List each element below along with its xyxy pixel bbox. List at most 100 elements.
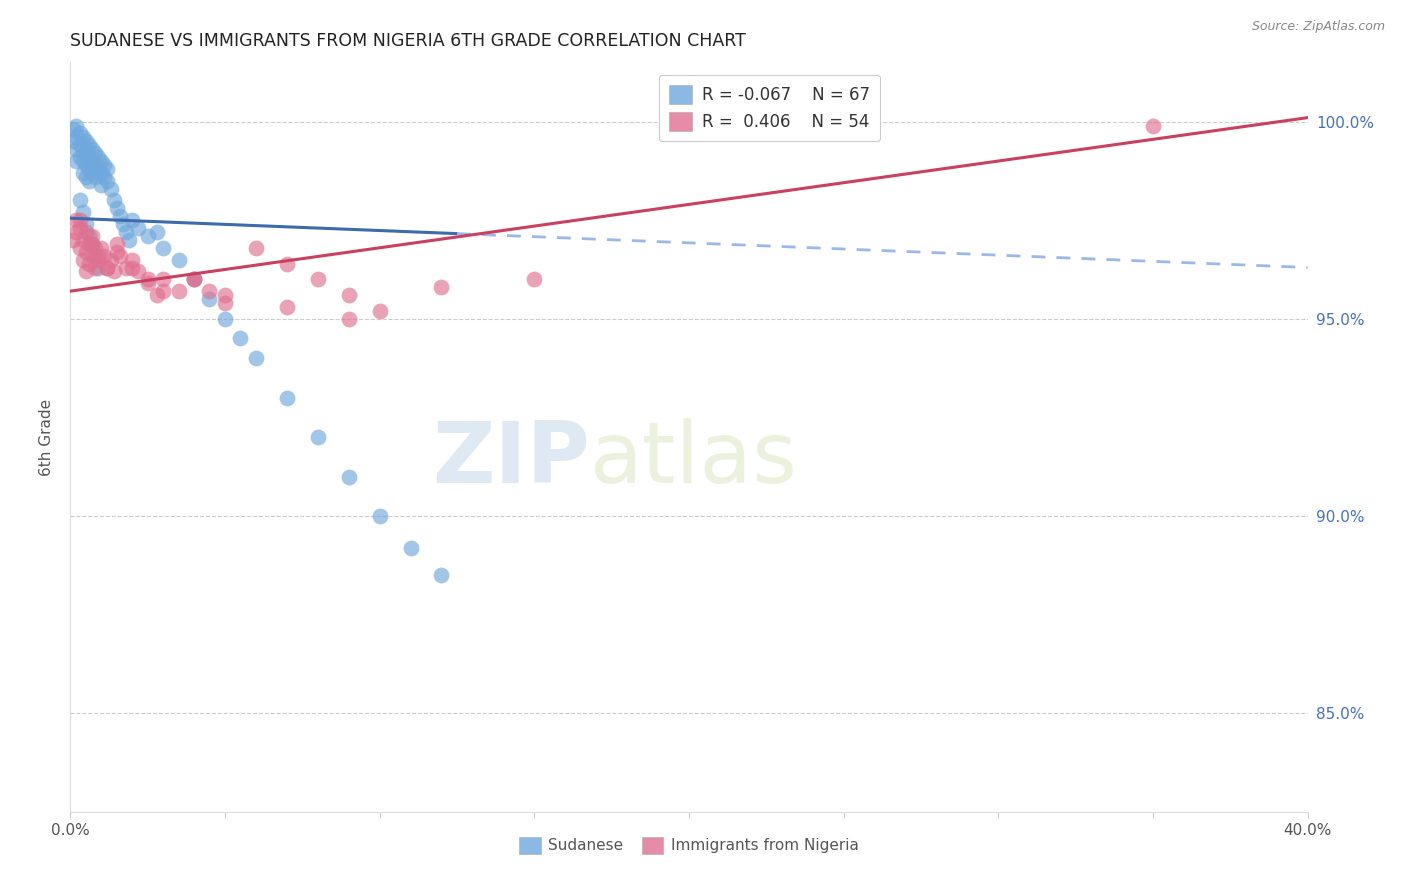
Point (121, 213, 143, 227)
Point (90, 178, 112, 192)
Point (69, 194, 91, 208)
Point (96, 260, 118, 275)
Point (276, 300, 298, 314)
Point (152, 272, 174, 286)
Point (115, 260, 138, 275)
Point (105, 202, 128, 216)
Point (75, 264, 97, 278)
Text: ZIP: ZIP (432, 418, 591, 501)
Point (121, 252, 143, 267)
Y-axis label: 6th Grade: 6th Grade (39, 399, 55, 475)
Point (80, 236, 103, 251)
Point (198, 284, 221, 298)
Point (96, 161, 118, 176)
Point (399, 541, 422, 555)
Point (69, 241, 91, 255)
Point (84, 146, 107, 161)
Point (105, 244, 128, 259)
Point (136, 229, 159, 244)
Point (75, 217, 97, 231)
Point (87, 260, 110, 275)
Point (90, 154, 112, 169)
Point (77, 161, 100, 176)
Text: atlas: atlas (591, 418, 799, 501)
Point (72, 166, 94, 180)
Point (121, 260, 143, 275)
Point (65, 142, 87, 156)
Point (167, 284, 190, 298)
Point (307, 272, 329, 286)
Point (307, 430, 329, 444)
Point (214, 311, 236, 326)
Point (62, 233, 84, 247)
Point (90, 166, 112, 180)
Point (214, 296, 236, 310)
Point (337, 311, 360, 326)
Point (183, 272, 205, 286)
Point (75, 169, 97, 184)
Point (146, 225, 169, 239)
Point (77, 229, 100, 244)
Point (103, 264, 125, 278)
Point (229, 331, 252, 345)
Point (72, 142, 94, 156)
Point (77, 236, 100, 251)
Point (75, 158, 97, 172)
Point (108, 209, 131, 223)
Point (69, 150, 91, 164)
Point (146, 288, 169, 302)
Point (108, 249, 131, 263)
Point (245, 351, 267, 366)
Point (127, 221, 149, 235)
Point (100, 252, 122, 267)
Point (65, 130, 87, 145)
Point (69, 213, 91, 227)
Point (430, 568, 453, 582)
Point (77, 150, 100, 164)
Point (93, 169, 115, 184)
Point (87, 150, 110, 164)
Point (167, 252, 190, 267)
Point (72, 130, 94, 145)
Point (1142, 119, 1164, 133)
Point (69, 138, 91, 153)
Point (183, 272, 205, 286)
Point (75, 134, 97, 148)
Point (77, 138, 100, 153)
Point (84, 241, 107, 255)
Point (84, 249, 107, 263)
Point (96, 174, 118, 188)
Point (337, 288, 360, 302)
Point (136, 277, 159, 291)
Point (65, 213, 87, 227)
Point (87, 249, 110, 263)
Point (115, 225, 138, 239)
Point (77, 256, 100, 270)
Point (87, 161, 110, 176)
Point (62, 122, 84, 136)
Point (276, 391, 298, 405)
Point (84, 260, 107, 275)
Point (523, 272, 546, 286)
Point (96, 260, 118, 275)
Point (105, 236, 128, 251)
Point (75, 225, 97, 239)
Point (93, 249, 115, 263)
Point (337, 469, 360, 483)
Point (245, 241, 267, 255)
Legend: Sudanese, Immigrants from Nigeria: Sudanese, Immigrants from Nigeria (513, 830, 865, 860)
Point (65, 225, 87, 239)
Point (87, 252, 110, 267)
Point (136, 272, 159, 286)
Point (152, 241, 174, 255)
Point (276, 256, 298, 270)
Point (80, 229, 103, 244)
Point (368, 508, 391, 523)
Point (75, 146, 97, 161)
Point (72, 233, 94, 247)
Point (80, 142, 103, 156)
Point (118, 233, 141, 247)
Point (80, 166, 103, 180)
Point (80, 249, 103, 263)
Point (69, 221, 91, 235)
